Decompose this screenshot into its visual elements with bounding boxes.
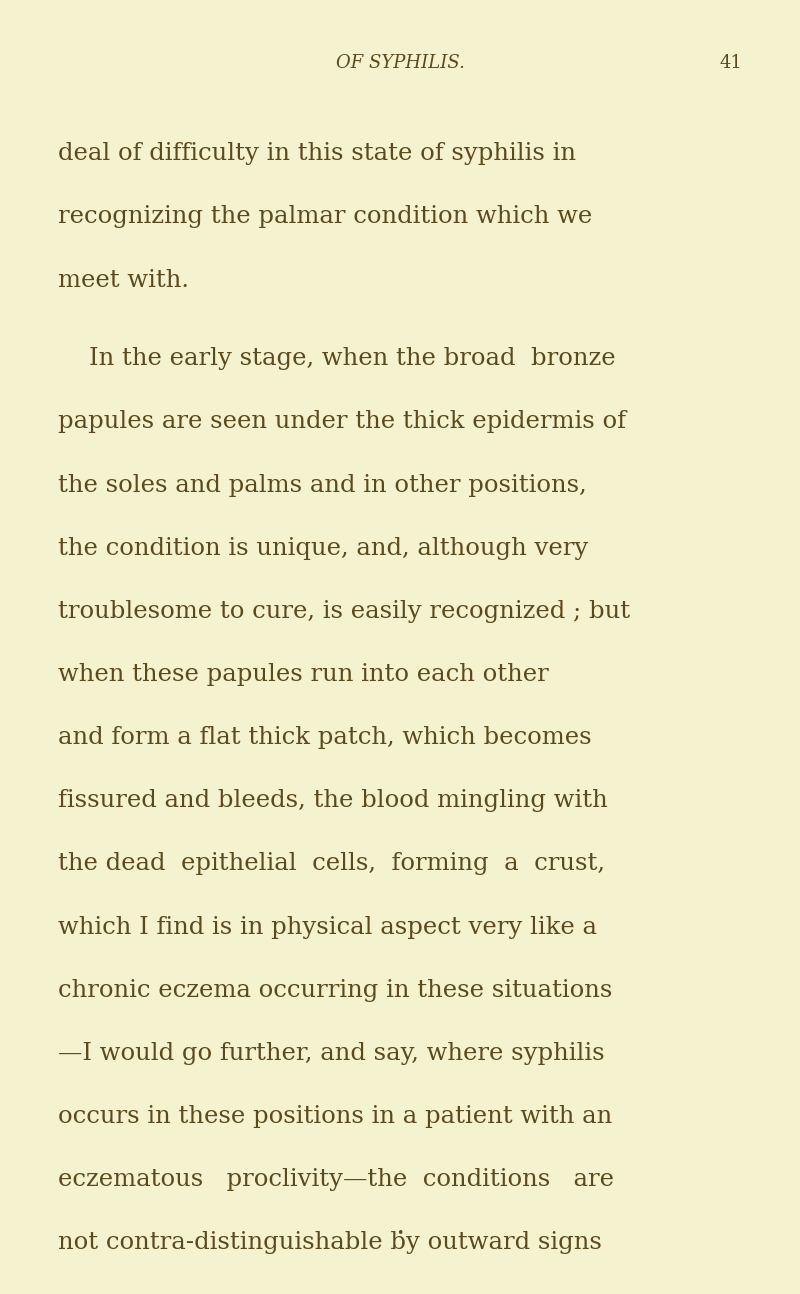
Text: the dead  epithelial  cells,  forming  a  crust,: the dead epithelial cells, forming a cru… — [58, 853, 605, 876]
Text: occurs in these positions in a patient with an: occurs in these positions in a patient w… — [58, 1105, 612, 1128]
Text: the soles and palms and in other positions,: the soles and palms and in other positio… — [58, 474, 586, 497]
Text: In the early stage, when the broad  bronze: In the early stage, when the broad bronz… — [58, 347, 615, 370]
Text: recognizing the palmar condition which we: recognizing the palmar condition which w… — [58, 206, 592, 229]
Text: eczematous   proclivity—the  conditions   are: eczematous proclivity—the conditions are — [58, 1168, 614, 1192]
Text: the condition is unique, and, although very: the condition is unique, and, although v… — [58, 537, 588, 560]
Text: fissured and bleeds, the blood mingling with: fissured and bleeds, the blood mingling … — [58, 789, 607, 813]
Text: meet with.: meet with. — [58, 269, 189, 291]
Text: papules are seen under the thick epidermis of: papules are seen under the thick epiderm… — [58, 410, 626, 433]
Text: —I would go further, and say, where syphilis: —I would go further, and say, where syph… — [58, 1042, 604, 1065]
Text: not contra-distinguishable by outward signs: not contra-distinguishable by outward si… — [58, 1232, 602, 1254]
Text: when these papules run into each other: when these papules run into each other — [58, 663, 548, 686]
Text: •: • — [396, 1227, 404, 1240]
Text: which I find is in physical aspect very like a: which I find is in physical aspect very … — [58, 916, 597, 938]
Text: OF SYPHILIS.: OF SYPHILIS. — [335, 54, 465, 72]
Text: 41: 41 — [719, 54, 742, 72]
Text: chronic eczema occurring in these situations: chronic eczema occurring in these situat… — [58, 978, 612, 1002]
Text: and form a flat thick patch, which becomes: and form a flat thick patch, which becom… — [58, 726, 591, 749]
Text: deal of difficulty in this state of syphilis in: deal of difficulty in this state of syph… — [58, 142, 576, 166]
Text: troublesome to cure, is easily recognized ; but: troublesome to cure, is easily recognize… — [58, 600, 630, 622]
